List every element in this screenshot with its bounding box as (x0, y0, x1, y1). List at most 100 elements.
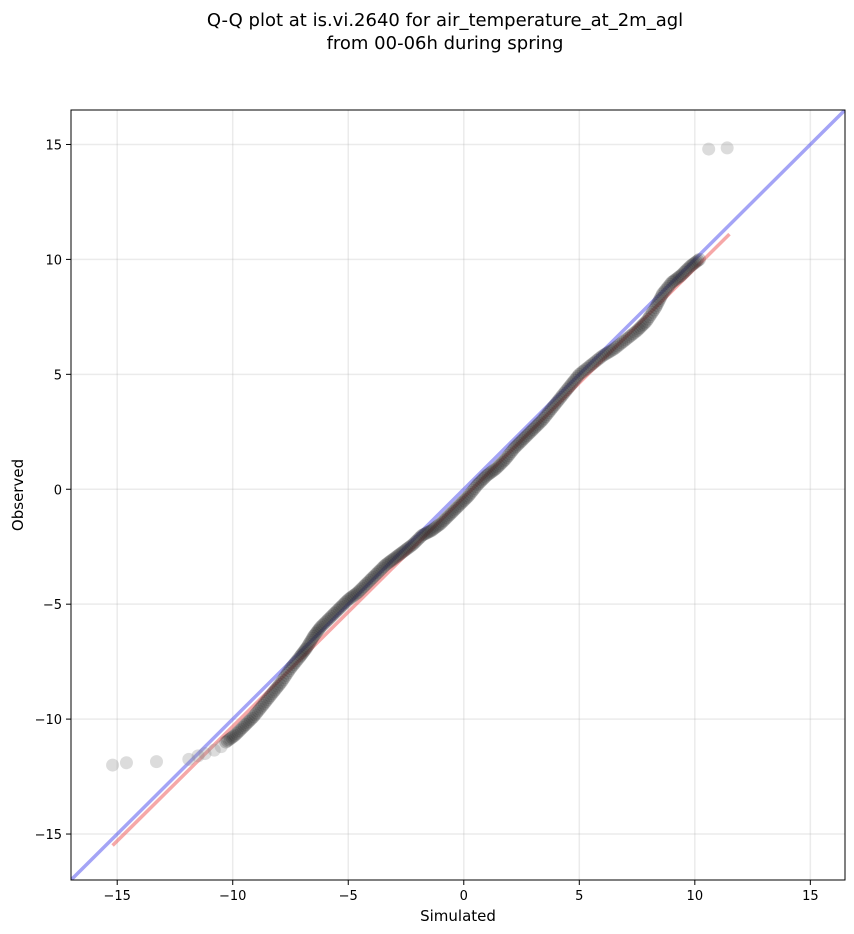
quantile-point (417, 527, 431, 541)
quantile-point (560, 383, 574, 397)
quantile-point (571, 369, 585, 383)
quantile-point (400, 542, 414, 556)
quantile-point (327, 606, 341, 620)
quantile-point (392, 548, 406, 562)
quantile-point (391, 549, 405, 563)
quantile-point (421, 525, 435, 539)
quantile-point (411, 533, 425, 547)
quantile-point (593, 350, 607, 364)
quantile-point (665, 275, 679, 289)
quantile-point (451, 500, 465, 514)
quantile-point (398, 543, 412, 557)
quantile-point (558, 385, 572, 399)
quantile-point (256, 698, 270, 712)
quantile-point (452, 498, 466, 512)
quantile-point (329, 605, 343, 619)
quantile-point (220, 734, 234, 748)
quantile-point (474, 475, 488, 489)
quantile-point (652, 294, 666, 308)
quantile-point (293, 650, 307, 664)
outlier-point (182, 752, 196, 766)
quantile-point (279, 668, 293, 682)
quantile-point (320, 614, 334, 628)
quantile-point (565, 377, 579, 391)
quantile-point (443, 508, 457, 522)
quantile-point (315, 619, 329, 633)
quantile-point (460, 491, 474, 505)
quantile-point (253, 702, 267, 716)
quantile-point (511, 438, 525, 452)
quantile-point (475, 473, 489, 487)
outlier-point (106, 758, 120, 772)
quantile-point (432, 518, 446, 532)
quantile-point (563, 379, 577, 393)
quantile-point (495, 455, 509, 469)
quantile-point (237, 719, 251, 733)
quantile-point (276, 673, 290, 687)
quantile-point (386, 552, 400, 566)
quantile-point (414, 530, 428, 544)
quantile-point (494, 457, 508, 471)
quantile-point (588, 355, 602, 369)
quantile-point (633, 321, 647, 335)
quantile-point (337, 597, 351, 611)
quantile-point (517, 432, 531, 446)
quantile-point (383, 555, 397, 569)
quantile-point (692, 252, 706, 266)
quantile-point (277, 671, 291, 685)
grid (71, 110, 845, 880)
quantile-point (455, 495, 469, 509)
quantile-point (655, 287, 669, 301)
quantile-point (271, 679, 285, 693)
quantile-point (420, 526, 434, 540)
quantile-point (508, 441, 522, 455)
quantile-point (554, 390, 568, 404)
quantile-point (500, 450, 514, 464)
quantile-point (314, 620, 328, 634)
quantile-point (609, 341, 623, 355)
quantile-point (406, 537, 420, 551)
quantile-point (509, 439, 523, 453)
reference-lines (71, 110, 845, 880)
quantile-point (584, 358, 598, 372)
quantile-point (245, 711, 259, 725)
quantile-point (358, 578, 372, 592)
quantile-point (404, 539, 418, 553)
quantile-point (595, 349, 609, 363)
quantile-point (250, 706, 264, 720)
quantile-point (682, 261, 696, 275)
y-axis-label: Observed (9, 459, 27, 531)
chart-title-line1: Q-Q plot at is.vi.2640 for air_temperatu… (207, 10, 683, 31)
quantile-point (449, 501, 463, 515)
quantile-point (641, 312, 655, 326)
quantile-point (343, 591, 357, 605)
quantile-point (549, 396, 563, 410)
quantile-point (540, 408, 554, 422)
quantile-point (288, 656, 302, 670)
quantile-point (619, 333, 633, 347)
quantile-point (287, 658, 301, 672)
quantile-point (330, 603, 344, 617)
quantile-point (294, 649, 308, 663)
quantile-point (290, 654, 304, 668)
quantile-point (512, 436, 526, 450)
quantile-point (426, 522, 440, 536)
quantile-point (231, 725, 245, 739)
quantile-point (366, 570, 380, 584)
quantile-point (686, 257, 700, 271)
y-tick-label: −15 (35, 828, 62, 843)
quantile-point (590, 354, 604, 368)
quantile-point (268, 683, 282, 697)
quantile-point (389, 550, 403, 564)
quantile-point (423, 524, 437, 538)
quantile-point (526, 422, 540, 436)
quantile-point (672, 270, 686, 284)
quantile-point (651, 296, 665, 310)
quantile-point (340, 594, 354, 608)
quantile-point (607, 342, 621, 356)
quantile-point (574, 366, 588, 380)
quantile-point (675, 267, 689, 281)
quantile-point (642, 310, 656, 324)
quantile-point (586, 357, 600, 371)
